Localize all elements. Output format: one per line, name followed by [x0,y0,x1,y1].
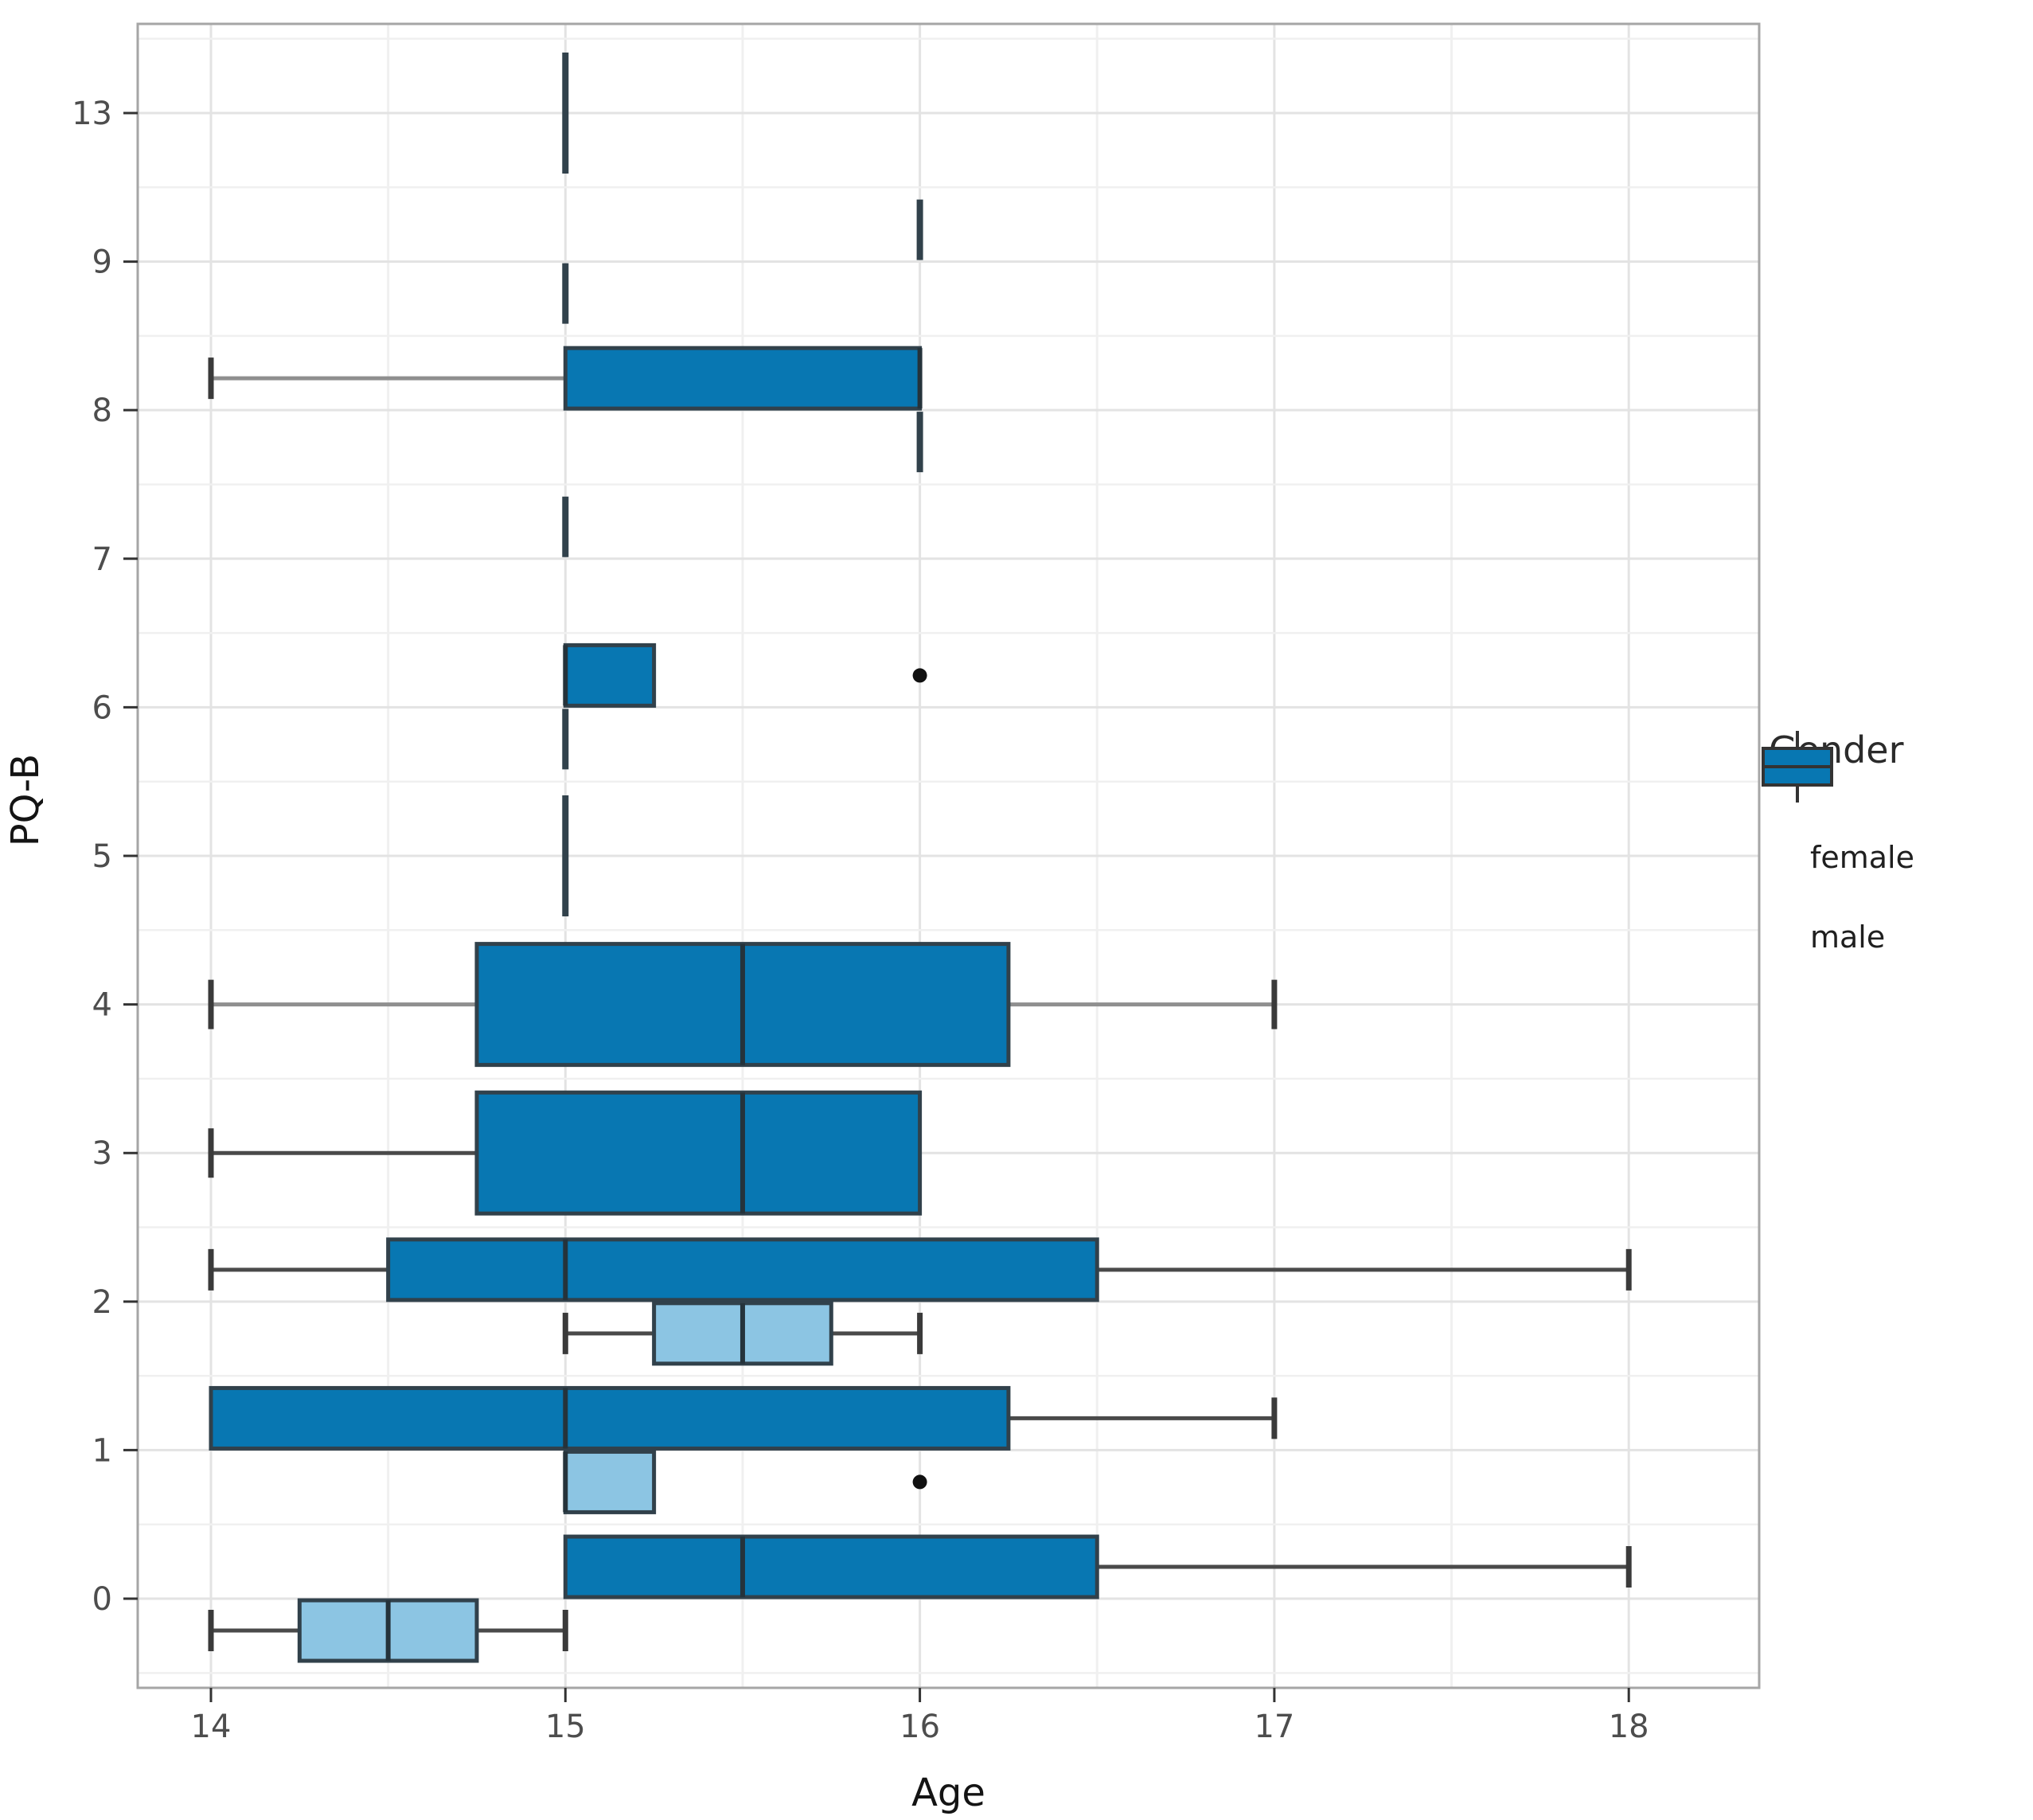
outlier-male-pqb-6 [912,668,927,683]
x-tick-label: 18 [1609,1709,1649,1745]
y-tick-label: 1 [92,1432,112,1469]
box-male-pqb-3 [474,1090,923,1216]
legend: Gender female male [1761,728,2031,977]
boxplot-marks [208,52,1632,1663]
y-tick-label: 7 [92,541,112,578]
outlier-dots [912,668,927,1490]
y-tick-label: 9 [92,244,112,281]
y-tick-label: 0 [92,1581,112,1618]
y-tick-label: 6 [92,689,112,726]
outlier-female-pqb-1 [912,1474,927,1490]
y-tick-label: 3 [92,1135,112,1172]
box-male-pqb-6 [563,642,657,708]
y-axis-title: PQ-B [3,754,48,847]
axis-ticks [123,111,1630,1702]
male-boxplot-key-icon [1762,731,1833,803]
legend-label-female: female [1810,840,1914,875]
box-female-pqb-1 [563,1449,657,1514]
x-tick-label: 17 [1254,1709,1294,1745]
y-tick-label: 4 [92,987,112,1024]
x-tick-label: 15 [545,1709,586,1745]
x-tick-label: 14 [191,1709,232,1745]
y-tick-label: 13 [72,96,112,132]
box-male-pqb-0 [563,1534,1099,1599]
y-tick-label: 2 [92,1284,112,1321]
y-tick-label: 8 [92,393,112,429]
box-male-pqb-1 [209,1385,1011,1451]
legend-label-male: male [1810,920,1886,955]
box-male-pqb-2 [386,1237,1099,1303]
box-male-pqb-8 [563,346,923,411]
y-tick-label: 5 [92,838,112,875]
x-axis-title: Age [911,1771,985,1815]
legend-entry-female: female [1761,731,2031,897]
x-tick-label: 16 [899,1709,940,1745]
axis-tick-labels: 14 15 16 17 18 13 9 8 7 6 5 4 3 2 1 0 [72,96,1649,1745]
legend-entry-male: male [1761,731,2031,977]
